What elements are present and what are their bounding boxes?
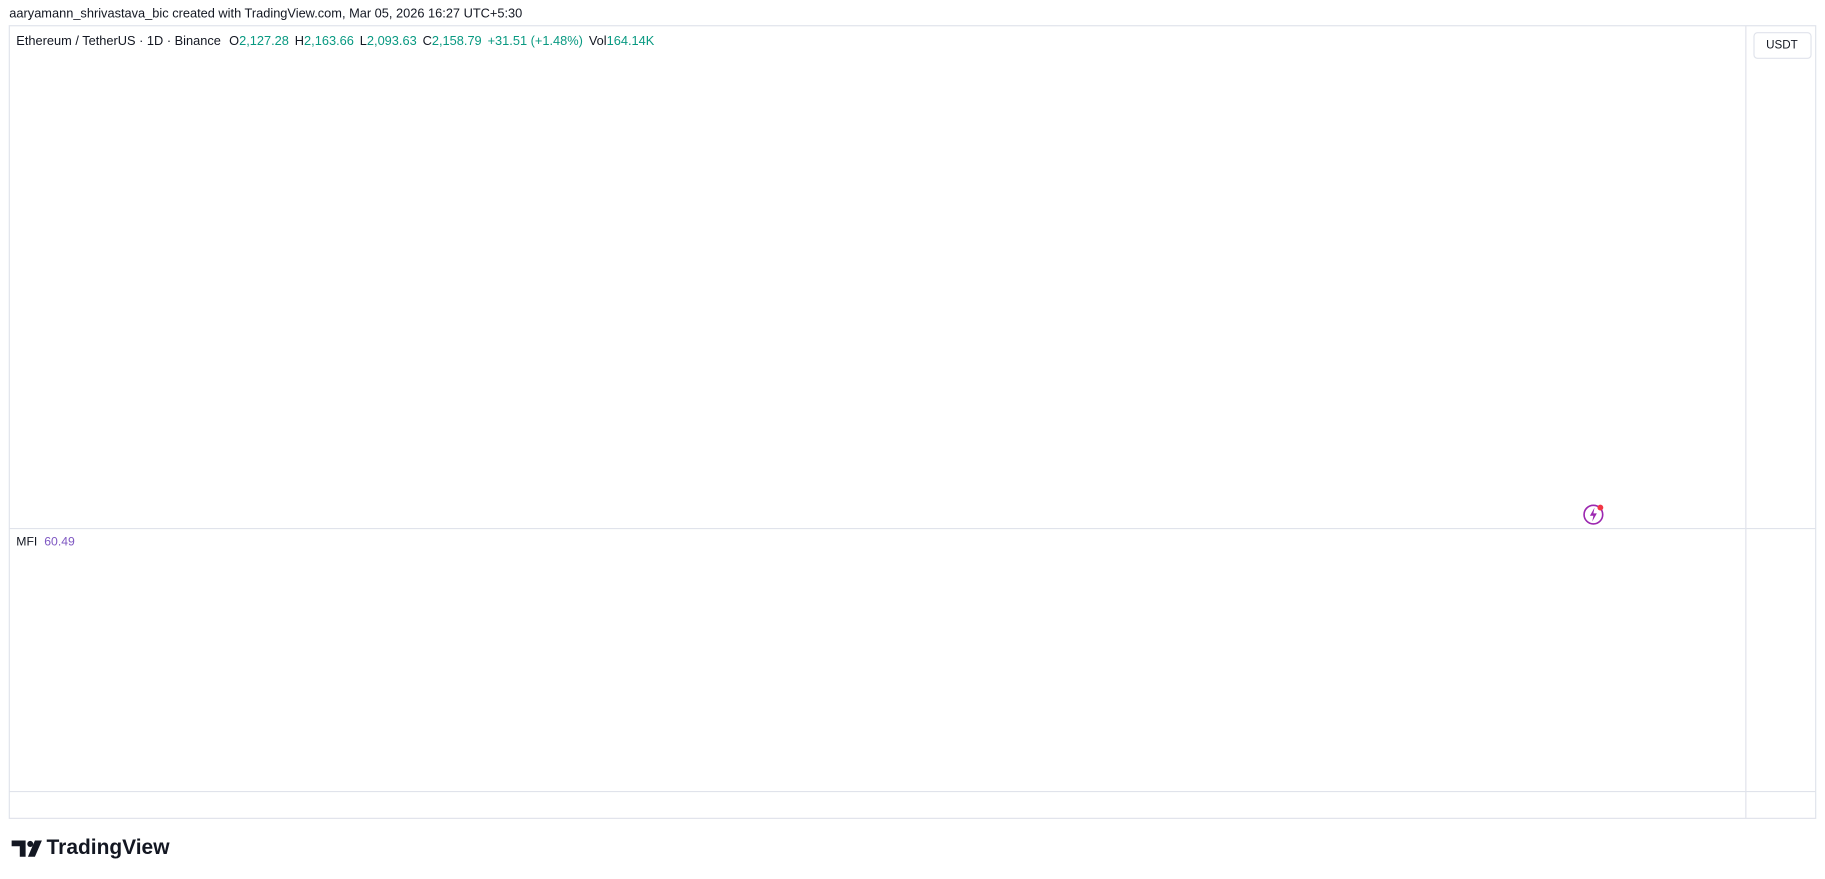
c-label: C: [423, 33, 432, 48]
mfi-title: MFI: [16, 535, 37, 549]
change: +31.51 (+1.48%): [488, 33, 583, 48]
l-value: 2,093.63: [367, 33, 417, 48]
mfi-value: 60.49: [44, 535, 75, 549]
alert-icon[interactable]: [1583, 504, 1604, 525]
o-value: 2,127.28: [239, 33, 289, 48]
currency[interactable]: USDT: [1766, 39, 1798, 52]
logo-dot[interactable]: [27, 840, 34, 847]
l-label: L: [360, 33, 367, 48]
symbol-legend: Ethereum / TetherUS · 1D · Binance O2,12…: [16, 33, 654, 48]
mfi-legend: MFI 60.49: [16, 535, 75, 549]
watermark: aaryamann_shrivastava_bic created with T…: [9, 5, 522, 20]
h-label: H: [295, 33, 304, 48]
vol-value: 164.14K: [607, 33, 655, 48]
h-value: 2,163.66: [304, 33, 354, 48]
brand[interactable]: TradingView: [47, 836, 171, 859]
vol-label: Vol: [589, 33, 607, 48]
frame: [8, 25, 1817, 819]
alert-dot[interactable]: [1597, 504, 1604, 511]
symbol: Ethereum / TetherUS · 1D · Binance: [16, 33, 221, 48]
currency-box[interactable]: [1753, 32, 1812, 59]
alert-circle[interactable]: [1583, 504, 1604, 525]
c-value: 2,158.79: [432, 33, 482, 48]
logo-mark[interactable]: [11, 840, 42, 857]
brand-logo[interactable]: TradingView: [11, 836, 171, 859]
o-label: O: [229, 33, 239, 48]
alert-bolt[interactable]: [1589, 507, 1597, 522]
